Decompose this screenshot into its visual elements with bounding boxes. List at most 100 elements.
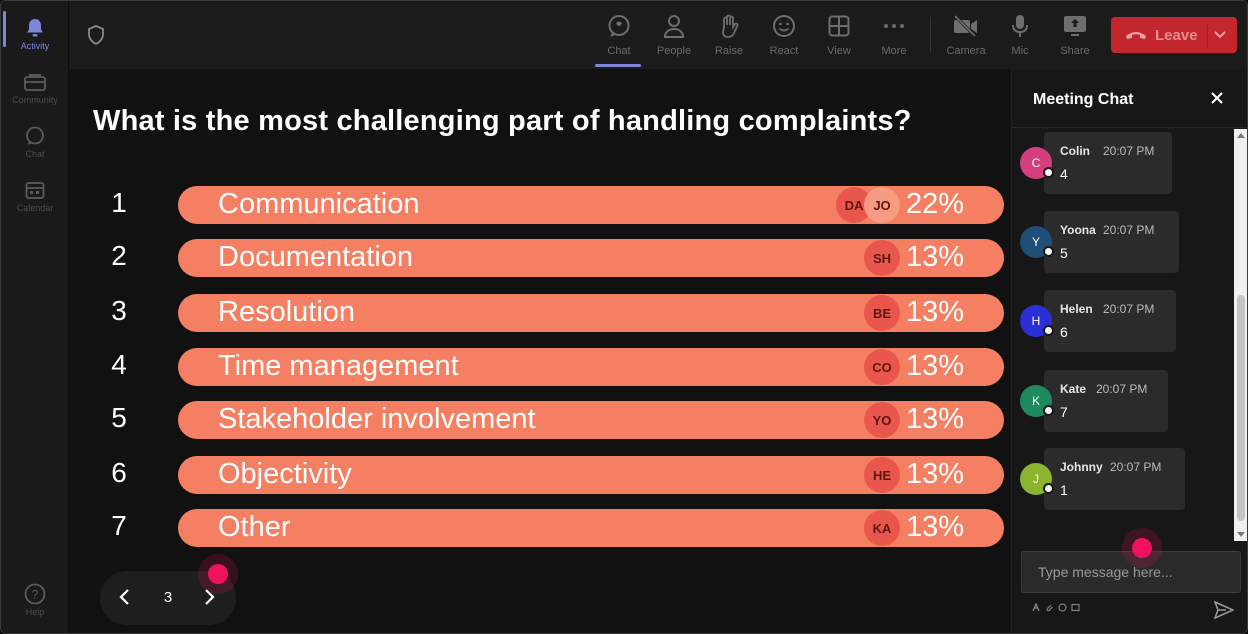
toolbar-label: Chat (607, 45, 631, 57)
toolbar-view-button[interactable]: View (813, 9, 865, 63)
poll-option-number: 4 (111, 349, 127, 380)
svg-text:?: ? (32, 588, 39, 602)
poll-option-bar: Other KA 13% (178, 509, 1004, 547)
poll-option-bar: Time management CO 13% (178, 348, 1004, 386)
chevron-left-icon[interactable] (118, 588, 132, 611)
chat-message-time: 20:07 PM (1103, 302, 1155, 316)
chat-message-text: 6 (1060, 324, 1068, 340)
send-icon[interactable] (1213, 600, 1235, 624)
chat-message-text: 5 (1060, 245, 1068, 261)
poll-option-label: Objectivity (218, 458, 352, 490)
pointer-highlight (1132, 538, 1152, 558)
toolbar-label: Raise (714, 45, 744, 57)
toolbar-label: Share (1060, 45, 1090, 57)
chat-author-avatar: Y (1020, 226, 1054, 258)
poll-option-percent: 22% (905, 188, 964, 220)
chat-message-time: 20:07 PM (1103, 223, 1155, 237)
chat-message-text: 1 (1060, 482, 1068, 498)
leave-label: Leave (1155, 26, 1198, 44)
poll-option-percent: 13% (905, 458, 964, 490)
poll-option-percent: 13% (905, 241, 964, 273)
toolbar-people-button[interactable]: People (648, 9, 700, 63)
chat-message: Helen 20:07 PM 6 (1044, 290, 1176, 352)
chat-message-input[interactable]: Type message here... (1021, 551, 1241, 593)
voter-avatar: KA (864, 510, 900, 546)
chevron-right-icon[interactable] (202, 588, 216, 611)
chat-bubble-icon (24, 125, 46, 147)
rail-item-label: Activity (20, 41, 50, 51)
rail-item-label: Help (25, 607, 45, 617)
chevron-down-icon[interactable] (1213, 27, 1227, 45)
poll-results: What is the most challenging part of han… (69, 69, 1011, 633)
gif-icon[interactable] (1071, 603, 1080, 614)
scroll-up-arrow-icon[interactable] (1237, 133, 1245, 138)
poll-question: What is the most challenging part of han… (93, 105, 912, 137)
chat-message-author: Helen (1060, 302, 1093, 316)
chat-message-author: Colin (1060, 144, 1090, 158)
voter-avatar: DA (836, 187, 872, 223)
chat-message: Kate 20:07 PM 7 (1044, 370, 1168, 432)
rail-item-help[interactable]: ? Help (1, 575, 69, 625)
chat-scrollbar[interactable] (1234, 129, 1247, 541)
chat-message-author: Kate (1060, 382, 1087, 396)
poll-option-number: 3 (111, 295, 127, 326)
poll-option-label: Communication (218, 188, 420, 220)
poll-option-bar: Documentation SH 13% (178, 239, 1004, 277)
smiley-icon (771, 13, 797, 39)
pointer-highlight (208, 564, 228, 584)
poll-option-label: Documentation (218, 241, 414, 273)
page-number: 3 (163, 589, 173, 606)
rail-item-label: Chat (25, 149, 45, 159)
toolbar-raise-button[interactable]: Raise (703, 9, 755, 63)
chat-message: Yoona 20:07 PM 5 (1044, 211, 1179, 273)
hand-icon (716, 13, 742, 39)
camera-off-icon (953, 13, 979, 39)
chat-author-avatar: C (1020, 147, 1054, 179)
toolbar-share-button[interactable]: Share (1049, 9, 1101, 63)
poll-option-label: Other (218, 511, 291, 543)
community-icon (24, 71, 46, 93)
emoji-icon[interactable] (1058, 603, 1067, 614)
voter-avatar: HE (864, 457, 900, 493)
shield-icon[interactable] (87, 25, 105, 50)
poll-option-percent: 13% (905, 511, 964, 543)
poll-option-bar: Stakeholder involvement YO 13% (178, 401, 1004, 439)
presence-indicator (1043, 167, 1054, 178)
avatar-initial: K (1031, 394, 1040, 408)
people-icon (661, 13, 687, 39)
leave-button[interactable]: Leave (1111, 17, 1237, 53)
attach-icon[interactable] (1045, 603, 1054, 614)
voter-avatar: JO (864, 187, 900, 223)
poll-option-percent: 13% (905, 350, 964, 382)
rail-item-activity[interactable]: Activity (1, 9, 69, 59)
scroll-thumb[interactable] (1237, 295, 1245, 521)
scroll-down-arrow-icon[interactable] (1237, 532, 1245, 537)
toolbar-separator (930, 17, 931, 53)
help-icon: ? (24, 583, 46, 605)
chat-author-avatar: H (1020, 305, 1054, 337)
toolbar-chat-button[interactable]: Chat (593, 9, 645, 67)
voter-avatar: CO (864, 349, 900, 385)
poll-option-bar: Communication DA JO 22% (178, 186, 1004, 224)
toolbar-label: Mic (1011, 45, 1029, 57)
rail-item-community[interactable]: Community (1, 63, 69, 113)
toolbar-label: More (881, 45, 907, 57)
voter-avatar: BE (864, 295, 900, 331)
toolbar-mic-button[interactable]: Mic (994, 9, 1046, 63)
toolbar-more-button[interactable]: More (868, 9, 920, 63)
poll-option-number: 2 (111, 240, 127, 271)
presence-indicator (1043, 405, 1054, 416)
toolbar-label: View (827, 45, 851, 57)
format-text-icon[interactable] (1032, 602, 1041, 614)
presence-indicator (1043, 483, 1054, 494)
poll-option-bar: Resolution BE 13% (178, 294, 1004, 332)
avatar-initial: Y (1031, 235, 1040, 249)
calendar-icon (24, 179, 46, 201)
rail-item-calendar[interactable]: Calendar (1, 171, 69, 221)
close-icon[interactable] (1210, 91, 1224, 110)
toolbar-camera-button[interactable]: Camera (940, 9, 992, 63)
avatar-initial: H (1031, 314, 1041, 328)
rail-item-chat[interactable]: Chat (1, 117, 69, 167)
toolbar-react-button[interactable]: React (758, 9, 810, 63)
